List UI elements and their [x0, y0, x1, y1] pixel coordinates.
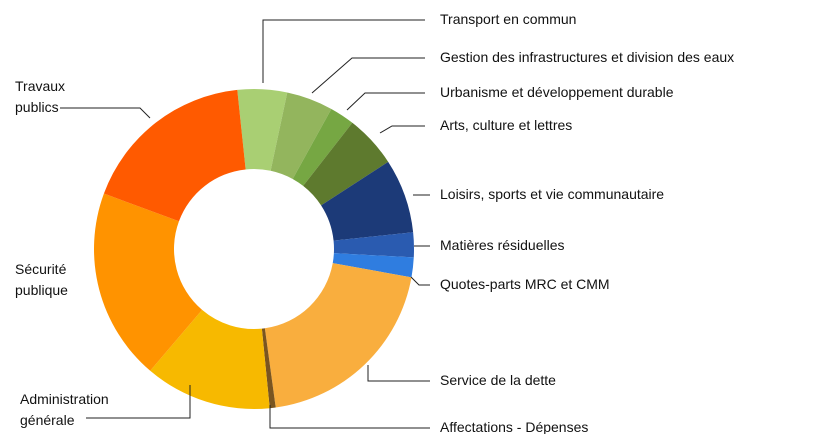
- category-label: Gestion des infrastructures et division …: [440, 49, 735, 65]
- donut-segment: [237, 89, 288, 171]
- category-label: Travaux publics: [15, 78, 66, 115]
- donut-segment: [292, 108, 353, 186]
- donut-segment: [264, 263, 412, 408]
- donut-segment: [332, 253, 414, 278]
- category-label: Transport en commun: [440, 11, 577, 27]
- leader-line: [262, 19, 425, 83]
- category-label: Quotes-parts MRC et CMM: [440, 276, 610, 292]
- category-label: Arts, culture et lettres: [440, 117, 573, 133]
- donut-segment: [261, 328, 276, 409]
- leader-line: [86, 385, 191, 419]
- donut-segment: [103, 89, 246, 222]
- category-label: Urbanisme et développement durable: [440, 84, 674, 100]
- donut-segment: [303, 122, 389, 206]
- category-label: Matières résiduelles: [440, 237, 565, 253]
- category-label: Loisirs, sports et vie communautaire: [440, 186, 665, 202]
- donut-segment: [333, 232, 415, 258]
- category-label: Service de la dette: [440, 372, 556, 388]
- category-label: Sécurité publique: [15, 261, 68, 298]
- leader-line: [60, 107, 151, 119]
- category-label: Affectations - Dépenses: [440, 419, 589, 434]
- category-label: Administration générale: [20, 391, 109, 428]
- leader-line: [269, 405, 430, 429]
- donut-segment: [270, 92, 332, 179]
- donut-segment: [321, 161, 414, 241]
- donut-segment: [94, 193, 203, 371]
- leader-line: [379, 125, 425, 134]
- leader-line: [367, 365, 430, 382]
- leader-line: [346, 92, 425, 111]
- donut-segment: [150, 309, 270, 409]
- leader-line: [410, 276, 430, 286]
- leader-line: [311, 57, 425, 94]
